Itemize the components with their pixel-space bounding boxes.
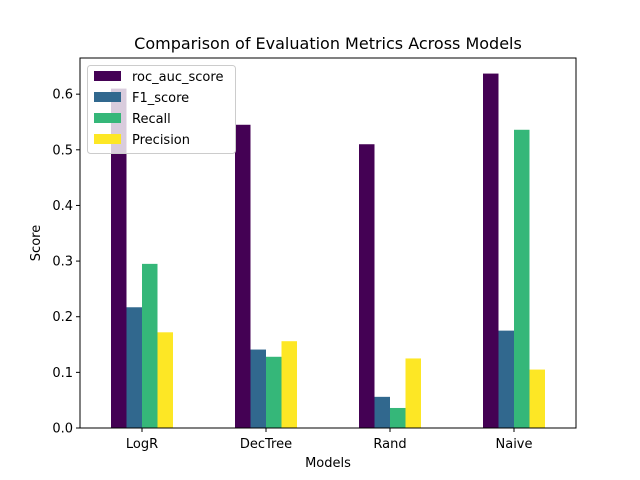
legend-swatch [94,92,121,102]
y-tick-label: 0.4 [52,199,73,214]
legend-swatch [94,71,121,81]
legend-box [87,65,236,154]
chart-title: Comparison of Evaluation Metrics Across … [134,34,522,53]
legend-label: Recall [132,112,171,127]
bar-recall-logr [142,263,158,428]
y-tick-label: 0.5 [52,143,73,158]
x-tick-label: LogR [126,437,158,452]
y-axis-title: Score [29,225,44,261]
bar-recall-rand [390,407,406,428]
x-axis-title: Models [305,456,351,471]
y-tick-label: 0.0 [52,422,73,437]
x-tick-label: Rand [373,437,406,452]
bar-f1-score-rand [374,396,390,428]
bar-f1-score-logr [126,307,142,428]
legend-swatch [94,113,121,123]
legend-label: F1_score [132,91,189,106]
bar-f1-score-naive [498,330,514,428]
y-axis: 0.0 0.1 0.2 0.3 0.4 0.5 0.6 [52,88,80,437]
bar-precision-rand [405,358,421,428]
bar-f1-score-dectree [250,349,266,428]
y-tick-label: 0.6 [52,88,73,103]
y-tick-label: 0.3 [52,255,73,270]
bar-roc-auc-score-rand [359,144,375,428]
legend-swatch [94,134,121,144]
x-axis: LogR DecTree Rand Naive [126,428,533,452]
legend-label: Precision [132,133,190,148]
bar-roc-auc-score-dectree [235,124,251,429]
bars-group [111,73,545,429]
legend-label: roc_auc_score [132,70,223,85]
bar-precision-dectree [281,341,297,428]
bar-roc-auc-score-naive [483,73,499,428]
x-tick-label: Naive [496,437,533,452]
plot-frame [79,57,577,429]
bar-precision-logr [157,332,173,428]
y-tick-label: 0.2 [52,310,73,325]
x-tick-label: DecTree [240,437,292,452]
bar-precision-naive [529,369,545,428]
bar-recall-naive [514,129,530,429]
legend: roc_auc_score F1_score Recall Precision [87,65,236,154]
bar-roc-auc-score-logr [111,88,127,428]
y-tick-label: 0.1 [52,366,73,381]
bar-recall-dectree [266,356,282,428]
